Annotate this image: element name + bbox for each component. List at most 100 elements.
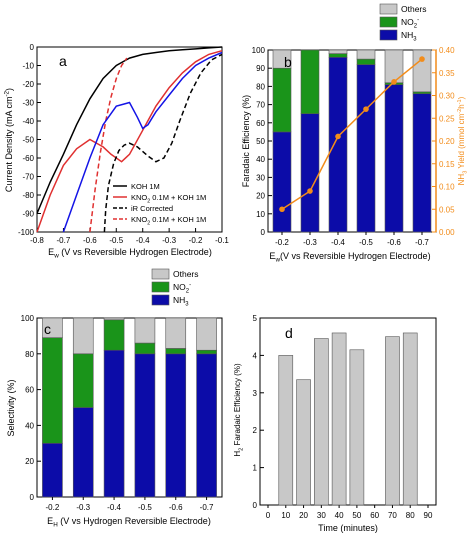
panel-d-ytick-label: 0 (253, 501, 258, 510)
panel-b-bar-nh3 (272, 131, 292, 233)
panel-c-legend-swatch (151, 294, 170, 306)
panel-a-ytick-label: -30 (22, 99, 34, 108)
panel-b-y2tick-label: 0.10 (439, 183, 455, 192)
panel-a-series-kno2 (36, 49, 223, 233)
panel-b-yield-point (391, 79, 397, 85)
legend-a-label-ir-kno2: KNO2​ 0.1M + KOH 1M (131, 215, 206, 226)
panel-b-yield-point (279, 206, 285, 213)
panel-d-xtick-label: 90 (424, 511, 433, 520)
panel-c-frame (36, 317, 223, 498)
panel-a-xlabel-part-1: w (53, 253, 59, 260)
panel-b-bar-nh3 (300, 113, 320, 233)
panel-a-xtick-label: -0.6 (83, 236, 97, 245)
panel-c-bar-no2 (196, 349, 217, 355)
panel-d-ylabel-part-1: 2 (238, 448, 244, 451)
panel-b-bar-nh3 (356, 64, 376, 233)
panel-b-y2tick-label: 0.20 (439, 137, 455, 146)
panel-b-xlabel-part-0: E (269, 251, 275, 261)
panel-b-legend-label: NH3​ (401, 30, 417, 43)
panel-a-frame (36, 46, 223, 233)
panel-c-ytick-label: 80 (25, 350, 34, 359)
panel-a-series-ir_koh (89, 57, 128, 233)
panel-c-xtick-label: -0.6 (169, 503, 183, 512)
panel-b-bar-others (384, 49, 404, 84)
panel-c-legend-label: NH3​ (173, 295, 189, 308)
panel-a-tag: a (59, 53, 67, 69)
panel-d-bar (331, 332, 347, 506)
panel-b-legend-label: Others (401, 4, 427, 14)
panel-b-ylabel-right-part-4: h (457, 104, 466, 108)
panel-b-ytick-label: 80 (256, 82, 265, 91)
panel-c-legend-label: Others (173, 269, 199, 279)
panel-b-ytick-label: 0 (261, 228, 266, 237)
panel-d-xtick-label: 20 (299, 511, 308, 520)
panel-d-ytick-label: 5 (253, 314, 258, 323)
panel-c-xtick-label: -0.5 (138, 503, 152, 512)
panel-b-ytick-label: 90 (256, 64, 265, 73)
panel-a-ylabel-part-1: -2 (3, 90, 10, 96)
panel-a-ylabel-part-0: Current Density (mA cm (4, 97, 14, 193)
panel-b-xtick-label: -0.4 (331, 238, 345, 247)
panel-c-bar-others (165, 317, 187, 349)
panel-a-ytick-label: -90 (22, 210, 34, 219)
panel-d-ytick-label: 2 (253, 426, 258, 435)
panel-d-frame (259, 317, 437, 506)
panel-a-series-koh (36, 46, 223, 214)
panel-c-bar-no2 (165, 348, 187, 355)
panel-b-bar-nh3 (412, 93, 432, 233)
panel-c-ytick-label: 60 (25, 386, 34, 395)
panel-d-xtick-label: 40 (335, 511, 344, 520)
panel-c-legend-swatch (151, 281, 170, 293)
panel-b-bar-others (356, 49, 376, 60)
panel-d-bar (278, 355, 294, 506)
panel-c-bar-others (196, 317, 217, 351)
panel-b-legend-swatch (379, 29, 398, 41)
panel-c-bar-others (42, 317, 63, 338)
panel-c-legend-swatch (151, 268, 170, 280)
panel-b-bar-no2 (300, 49, 320, 115)
panel-a-ytick-label: -70 (22, 173, 34, 182)
panel-a-ytick-label: -80 (22, 191, 34, 200)
panel-b-ytick-label: 40 (256, 155, 265, 164)
panel-d-xtick-label: 30 (317, 511, 326, 520)
panel-d-bar (349, 349, 365, 506)
panel-b-yield-point (363, 106, 369, 112)
panel-d-bar (385, 336, 400, 506)
panel-b-yield-point (419, 56, 425, 62)
panel-c-legend-label-part-0: Others (173, 269, 199, 279)
panel-a-ytick-label: -40 (22, 117, 34, 126)
panel-b-ylabel: Faradaic Efficiency (%) (241, 95, 251, 187)
legend-a-label-ir-kno2-part-2: 0.1M + KOH 1M (150, 215, 206, 224)
panel-c-bar-others (134, 317, 156, 344)
panel-b-y2tick-label: 0.40 (439, 46, 455, 55)
panel-d-xtick-label: 10 (281, 511, 290, 520)
panel-b-legend-label-part-1: 3 (413, 37, 417, 43)
panel-b-y2tick-label: 0.25 (439, 114, 455, 123)
panel-b-bar-nh3 (328, 56, 348, 233)
panel-a-ytick-label: -100 (18, 228, 35, 237)
panel-a-xlabel-part-0: E (48, 247, 54, 257)
panel-c-ylabel: Selectivity (%) (6, 379, 16, 436)
panel-a-ylabel: Current Density (mA cm-2​) (3, 88, 14, 192)
panel-b-xlabel-part-1: w (274, 257, 280, 264)
panel-d-xlabel: Time (minutes) (318, 523, 378, 533)
panel-d-xtick-label: 50 (352, 511, 361, 520)
panel-b-ylabel-right-part-5: -1 (457, 99, 463, 104)
panel-b-xtick-label: -0.6 (387, 238, 401, 247)
panel-d-ytick-label: 4 (253, 351, 258, 360)
panel-b-ylabel-right-part-3: -2 (457, 109, 463, 114)
panel-d-ytick-label: 3 (253, 389, 258, 398)
panel-a-xlabel: Ew​ (V vs Reversible Hydrogen Electrode) (48, 247, 212, 260)
panel-c-xlabel-part-1: H (53, 522, 58, 529)
panel-a-ytick-label: -60 (22, 154, 34, 163)
legend-a-label-ir-kno2-part-0: KNO (131, 215, 147, 224)
panel-d-tag: d (285, 325, 293, 341)
panel-b-ytick-label: 70 (256, 101, 265, 110)
panel-a-xlabel-part-2: (V vs Reversible Hydrogen Electrode) (59, 247, 212, 257)
panel-b-legend-label: NO2​-​ (401, 17, 419, 30)
panel-a-ytick-label: 0 (30, 43, 35, 52)
legend-a-label-kno2-part-1: 2 (147, 198, 150, 204)
panel-b-ylabel-right-part-2: Yield (mmol cm (457, 113, 466, 170)
panel-c-xlabel: EH​ (V vs Hydrogen Reversible Electrode) (47, 516, 211, 529)
